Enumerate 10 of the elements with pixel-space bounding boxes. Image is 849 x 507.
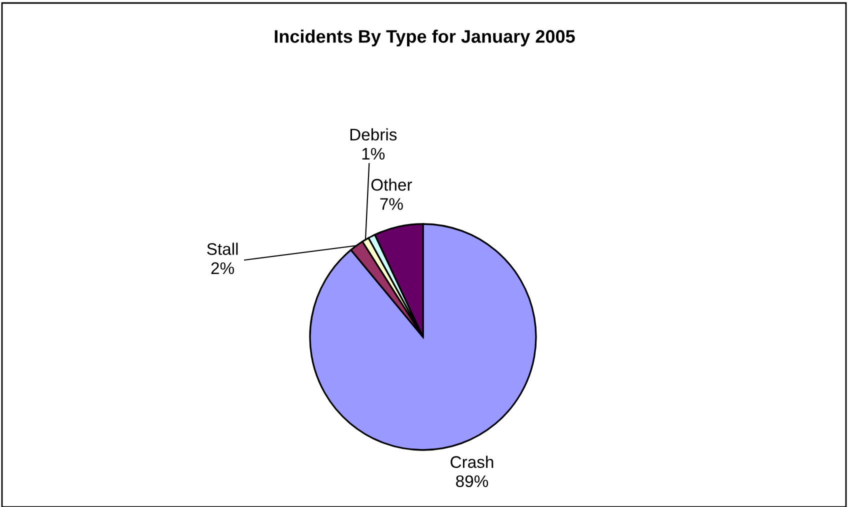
data-label: 7% [380,198,403,210]
slice-label: Debris [350,128,397,141]
slice-label: Stall [207,242,238,255]
data-label: 1% [362,148,385,160]
slice-label: Other [371,178,412,191]
data-label: 89% [456,475,488,488]
pie-slice [309,223,537,451]
chart-title: Incidents By Type for January 2005 [274,30,575,46]
slice-label: Crash [450,456,494,468]
data-label: 2% [211,262,234,274]
